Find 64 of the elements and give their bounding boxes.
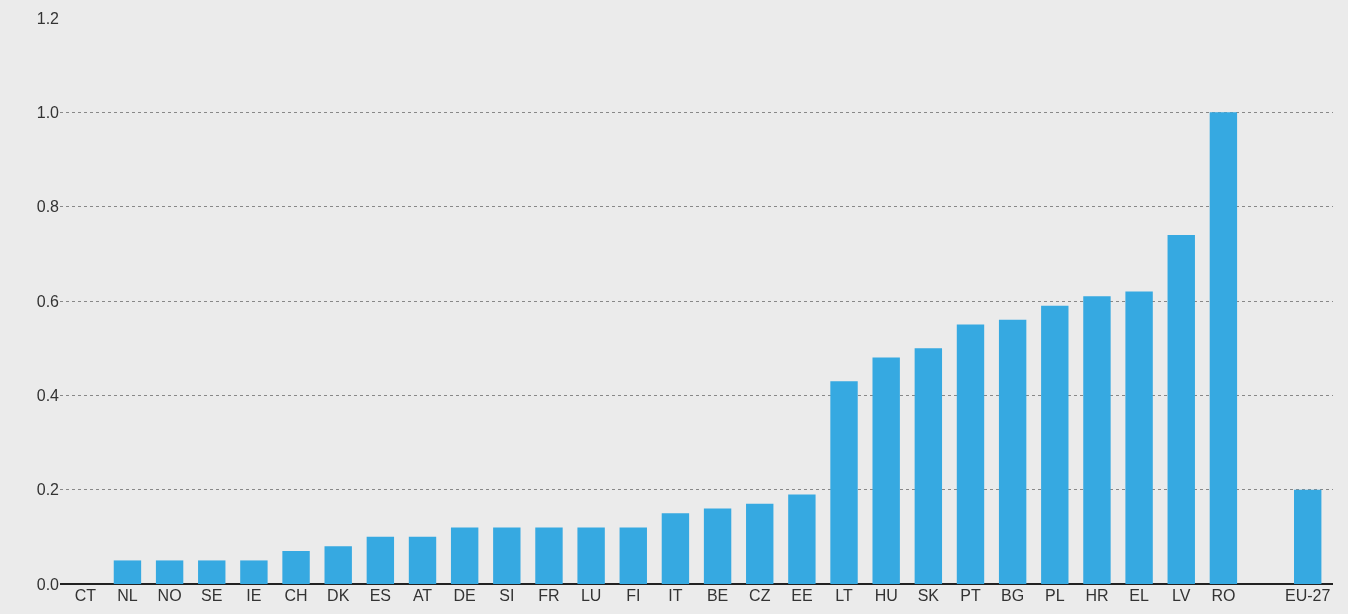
x-tick-label: FR (538, 587, 560, 604)
x-tick-label: NO (157, 587, 182, 604)
x-tick-label: CH (284, 587, 308, 604)
bar (450, 527, 479, 584)
bar (1125, 291, 1153, 584)
bar (872, 357, 900, 584)
x-tick-label: AT (412, 587, 433, 604)
x-tick-label: DK (327, 587, 350, 604)
x-tick-label: PL (1045, 587, 1065, 604)
bar (282, 550, 310, 584)
bar (788, 494, 816, 584)
x-tick-label: CZ (749, 587, 771, 604)
x-tick-label: HR (1085, 587, 1109, 604)
x-tick-label: BG (1001, 587, 1025, 604)
x-tick-label: LT (835, 587, 853, 604)
x-tick-label: EE (791, 587, 813, 604)
x-tick-label: HU (874, 587, 898, 604)
y-tick-label: 0.4 (36, 386, 60, 404)
bar (366, 536, 395, 584)
bar (240, 560, 268, 584)
bar (619, 527, 647, 584)
bar (577, 527, 605, 584)
bar (1083, 296, 1111, 584)
x-tick-label: LV (1172, 587, 1191, 604)
bar (703, 508, 732, 584)
bar (1209, 112, 1238, 584)
bar (408, 536, 437, 584)
x-tick-label: IE (246, 587, 262, 604)
x-tick-label: EL (1129, 587, 1149, 604)
x-tick-label: SE (201, 587, 223, 604)
bar (324, 546, 352, 584)
x-tick-label: DE (453, 587, 476, 604)
bar (661, 513, 690, 584)
bar (493, 527, 521, 584)
x-tick-label: EU-27 (1285, 587, 1331, 604)
x-tick-label: BE (706, 587, 729, 604)
y-tick-label: 0.2 (36, 481, 60, 499)
x-tick-label: ES (369, 587, 392, 604)
x-tick-label: SI (499, 587, 515, 604)
y-tick-label: 0.0 (36, 575, 60, 593)
x-tick-label: RO (1211, 587, 1236, 604)
y-tick-label: 0.8 (36, 198, 60, 216)
bar (746, 503, 774, 584)
x-tick-label: SK (917, 587, 940, 604)
x-tick-label: IT (668, 587, 683, 604)
bar (155, 560, 184, 584)
bar (956, 324, 985, 584)
y-tick-label: 1.0 (36, 103, 60, 121)
bar (914, 348, 943, 584)
bar (998, 319, 1027, 584)
x-tick-label: LU (580, 587, 602, 604)
bar (1294, 489, 1322, 584)
x-tick-label: NL (117, 587, 138, 604)
y-tick-label: 0.6 (36, 292, 60, 310)
y-tick-label: 1.2 (36, 9, 60, 27)
x-tick-label: PT (960, 587, 981, 604)
bar (113, 560, 142, 584)
bar (198, 560, 226, 584)
bar (1041, 305, 1069, 584)
x-tick-label: CT (74, 587, 97, 604)
bar (830, 381, 858, 584)
bar (535, 527, 563, 584)
bar (1167, 234, 1195, 584)
x-tick-label: FI (626, 587, 641, 604)
